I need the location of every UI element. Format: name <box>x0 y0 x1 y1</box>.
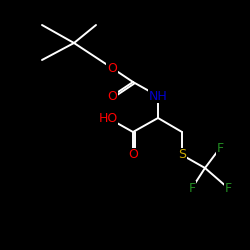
Text: F: F <box>224 182 232 194</box>
Text: O: O <box>128 148 138 162</box>
Text: HO: HO <box>98 112 118 124</box>
Text: F: F <box>188 182 196 194</box>
Text: F: F <box>216 142 224 154</box>
Text: S: S <box>178 148 186 162</box>
Text: O: O <box>107 62 117 74</box>
Text: O: O <box>107 90 117 102</box>
Text: NH: NH <box>148 90 168 102</box>
